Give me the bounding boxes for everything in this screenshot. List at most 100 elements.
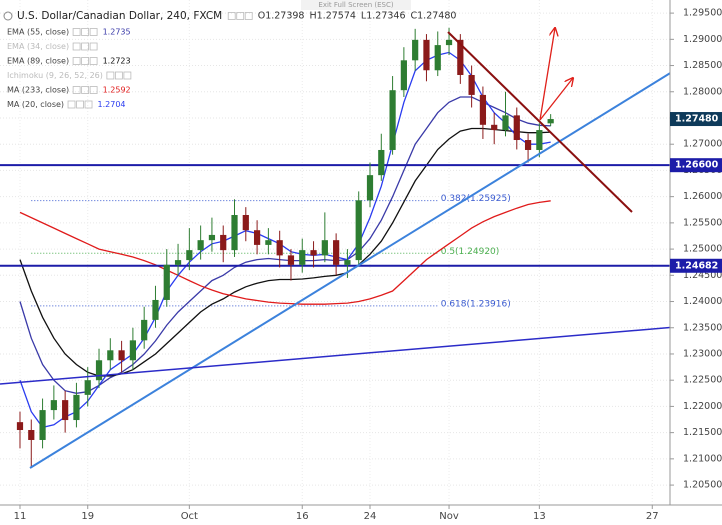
x-tick-label: 24 [364,511,377,522]
price-tag [670,158,722,173]
ohlc-value: C1.27480 [411,11,457,22]
legend-value: 1.2723 [103,57,131,66]
candle-body [400,60,407,91]
drawings [0,28,670,469]
legend-icon [84,100,93,109]
legend-icon [114,71,123,80]
y-tick-label: 1.23500 [683,322,722,333]
candle-body [378,149,385,176]
y-tick-label: 1.28500 [683,60,722,71]
candle-body [84,380,91,395]
candle-body [287,255,295,265]
candle-body [299,250,306,265]
candle-body [16,422,24,431]
candle-body [39,410,46,440]
x-tick-label: 27 [646,511,659,522]
candle-body [333,240,340,265]
indicator-line [19,200,551,305]
candle-body [107,350,114,361]
legend-icon [89,42,98,51]
y-tick-label: 1.20500 [683,480,722,491]
legend-entry: EMA (34, close) [7,42,69,51]
ohlc-value: O1.27398 [258,11,305,22]
candle-body [50,400,57,411]
candle-body [457,39,464,75]
candle-body [321,240,328,256]
legend-icon [89,86,98,94]
y-tick-label: 1.23000 [683,348,722,359]
candle-body [163,264,170,300]
x-tick-label: 19 [81,511,94,522]
plot-area: 0.382(1.25925) 0.5(1.24920) 0.618(1.23916) [0,27,670,467]
legend-icon [72,42,81,51]
x-tick-label: 11 [14,511,27,522]
price-tag-label: 1.24682 [675,260,718,271]
candle-body [524,140,532,150]
legend-entry: EMA (55, close) [7,28,69,37]
indicator-line [19,127,551,377]
candle-body [129,340,136,361]
legend-value: 1.2735 [103,28,131,37]
legend-icon [72,86,81,94]
candle-body [242,215,249,231]
legend-icon [81,28,89,36]
legend-icon [106,71,115,80]
candle-body [344,260,351,265]
y-tick-label: 1.25000 [683,244,722,255]
candle-body [491,124,498,131]
candle-body [152,299,159,320]
candle-body [186,250,193,261]
indicator-line [19,96,551,394]
x-tick-label: 13 [533,511,546,522]
candle-body [434,45,441,71]
legend-icon [72,57,81,65]
candle-body [253,230,261,245]
candle-body [174,260,182,265]
candle-body [231,215,238,251]
legend-icon [123,71,132,80]
candle-body [276,240,283,256]
y-tick-label: 1.24000 [683,296,722,307]
price-tag [670,258,722,273]
candle-body [502,115,509,131]
candle-body [28,430,35,440]
y-tick-label: 1.22000 [683,401,722,412]
x-tick-label: Oct [181,511,198,522]
legend-icon [67,100,76,109]
y-tick-label: 1.28000 [683,86,722,97]
fib-label: 0.618(1.23916) [441,299,511,309]
fib-label: 0.5(1.24920) [441,247,500,257]
legend-icon [89,28,98,36]
legend-icon [72,28,81,36]
exit-fullscreen[interactable]: Exit Full Screen (ESC) [318,1,393,9]
fib-label: 0.382(1.25925) [441,194,511,204]
candle-body [479,94,487,125]
legend-icon [227,12,236,20]
y-tick-label: 1.29500 [683,8,722,19]
candle-body [62,400,69,421]
y-tick-label: 1.24500 [683,270,722,281]
legend-icon [89,57,98,65]
y-tick-label: 1.22500 [683,375,722,386]
y-tick-label: 1.26000 [683,191,722,202]
candle-body [366,175,374,201]
candle-body [208,234,216,241]
legend-icon [76,100,84,109]
collapse-icon [3,11,13,21]
candle-body [445,39,453,46]
overlay-bar[interactable] [301,0,411,10]
x-tick-label: Nov [439,511,459,522]
candle-body [265,240,272,245]
y-tick-label: 1.25500 [683,217,722,228]
ohlc-value: L1.27346 [361,11,406,22]
candle-body [73,394,80,421]
candle-body [310,250,317,256]
candle-body [423,39,430,71]
symbol-title: U.S. Dollar/Canadian Dollar, 240, FXCM [17,10,222,22]
arrow [539,28,555,121]
legend-entry: MA (20, close) [7,100,64,109]
y-tick-label: 1.29000 [683,34,722,45]
legend-value: 1.2704 [98,100,126,109]
trend-line [447,31,633,213]
